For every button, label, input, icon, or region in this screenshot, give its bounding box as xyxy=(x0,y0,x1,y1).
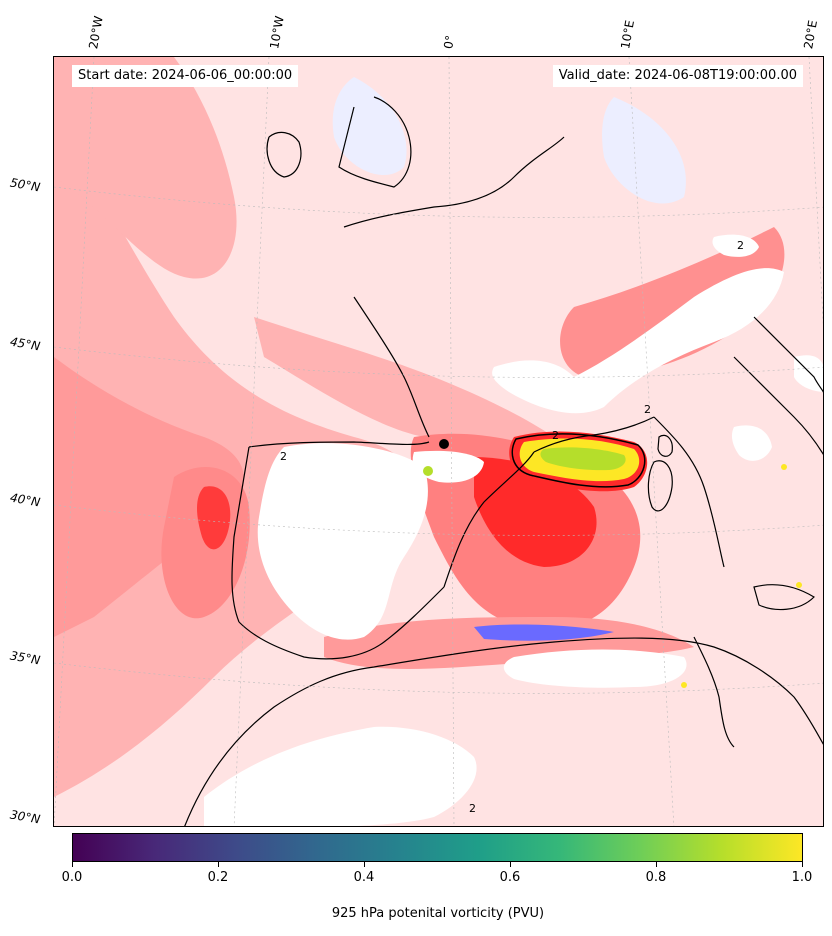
pv-spot-3 xyxy=(781,464,787,470)
coastlines xyxy=(184,96,823,826)
pv-spot-2 xyxy=(439,439,449,449)
coast-sicily xyxy=(753,584,815,611)
coast-iberia-north xyxy=(248,441,430,448)
coast-france-north xyxy=(343,136,565,228)
start-date-label: Start date: 2024-06-06_00:00:00 xyxy=(72,65,299,87)
mask-italy xyxy=(731,425,772,461)
colorbar-tick-5 xyxy=(802,862,803,867)
pv-spot-5 xyxy=(681,682,687,688)
lon-label-10w: 10°W xyxy=(267,14,287,50)
gridline-lon-20e xyxy=(808,57,823,326)
coast-ireland xyxy=(266,131,302,178)
field-atlantic-swath xyxy=(54,117,422,797)
contour-label-1: 2 xyxy=(552,429,559,442)
colorbar-label-3: 0.6 xyxy=(499,870,521,885)
colorbar-tick-1 xyxy=(218,862,219,867)
field-atlantic-band xyxy=(54,357,244,637)
colorbar-label-1: 0.2 xyxy=(207,870,229,885)
colorbar-title: 925 hPa potenital vorticity (PVU) xyxy=(331,906,545,921)
valid-date-label: Valid_date: 2024-06-08T19:00:00.00 xyxy=(552,65,803,87)
colorbar xyxy=(72,833,803,862)
pv-spot-1 xyxy=(423,466,433,476)
colorbar-tick-3 xyxy=(510,862,511,867)
mask-atlas xyxy=(503,649,687,688)
pv-spot-4 xyxy=(796,582,802,588)
field-africa-negative xyxy=(474,624,614,641)
coast-iberia-south xyxy=(238,586,445,660)
coast-italy-west xyxy=(653,416,725,568)
field-negative-north xyxy=(332,77,407,176)
pv-field-map: 2 2 2 2 2 xyxy=(54,57,823,826)
coast-italy-east xyxy=(733,356,823,455)
coast-britain xyxy=(338,96,412,188)
field-north-band xyxy=(54,57,237,279)
lon-label-20w: 20°W xyxy=(86,14,106,50)
contour-label-2: 2 xyxy=(644,403,651,416)
coast-france-south xyxy=(533,416,655,453)
coast-sardinia xyxy=(647,460,673,512)
mask-sahara xyxy=(204,726,477,826)
colorbar-tick-0 xyxy=(72,862,73,867)
gridline-lon-0 xyxy=(448,57,455,826)
graticule xyxy=(54,57,823,826)
colorbar-label-5: 1.0 xyxy=(791,870,813,885)
lat-label-30n: 30°N xyxy=(9,807,42,827)
coast-iberia-west xyxy=(231,446,250,623)
lon-label-0: 0° xyxy=(441,34,458,50)
field-max-west xyxy=(197,486,231,550)
map-panel[interactable]: 2 2 2 2 2 Start date: 2024-06-06_00:00:0… xyxy=(53,56,824,827)
coast-africa xyxy=(184,637,823,826)
mask-alps-north xyxy=(712,234,759,257)
gridline-lon-10w xyxy=(233,57,270,826)
contour-label-4: 2 xyxy=(469,802,476,815)
coast-corsica xyxy=(657,434,673,457)
colorbar-label-4: 0.8 xyxy=(645,870,667,885)
pv-highlight-green xyxy=(540,447,626,471)
coast-balkans xyxy=(753,316,823,393)
coast-biscay xyxy=(353,296,430,438)
gridline-lon-20w xyxy=(54,57,95,826)
colorbar-label-0: 0.0 xyxy=(61,870,83,885)
colorbar-label-2: 0.4 xyxy=(353,870,375,885)
field-central-band xyxy=(254,317,554,449)
lon-label-20e: 20°E xyxy=(801,19,821,50)
colorbar-tick-2 xyxy=(364,862,365,867)
mask-iberia xyxy=(257,443,428,640)
lat-label-45n: 45°N xyxy=(9,334,42,354)
gridline-lon-10e xyxy=(628,57,675,826)
colorbar-tick-4 xyxy=(656,862,657,867)
lat-label-35n: 35°N xyxy=(9,648,42,668)
field-negative-east xyxy=(602,97,686,204)
lon-label-10e: 10°E xyxy=(618,19,638,50)
mask-alps xyxy=(492,268,784,414)
contour-label-5: 2 xyxy=(280,450,287,463)
coast-spain-east xyxy=(443,451,535,588)
contour-label-3: 2 xyxy=(737,239,744,252)
lat-label-50n: 50°N xyxy=(9,175,42,195)
coast-tunisia xyxy=(693,636,735,748)
lat-label-40n: 40°N xyxy=(9,490,42,510)
field-alps-band xyxy=(560,227,785,377)
